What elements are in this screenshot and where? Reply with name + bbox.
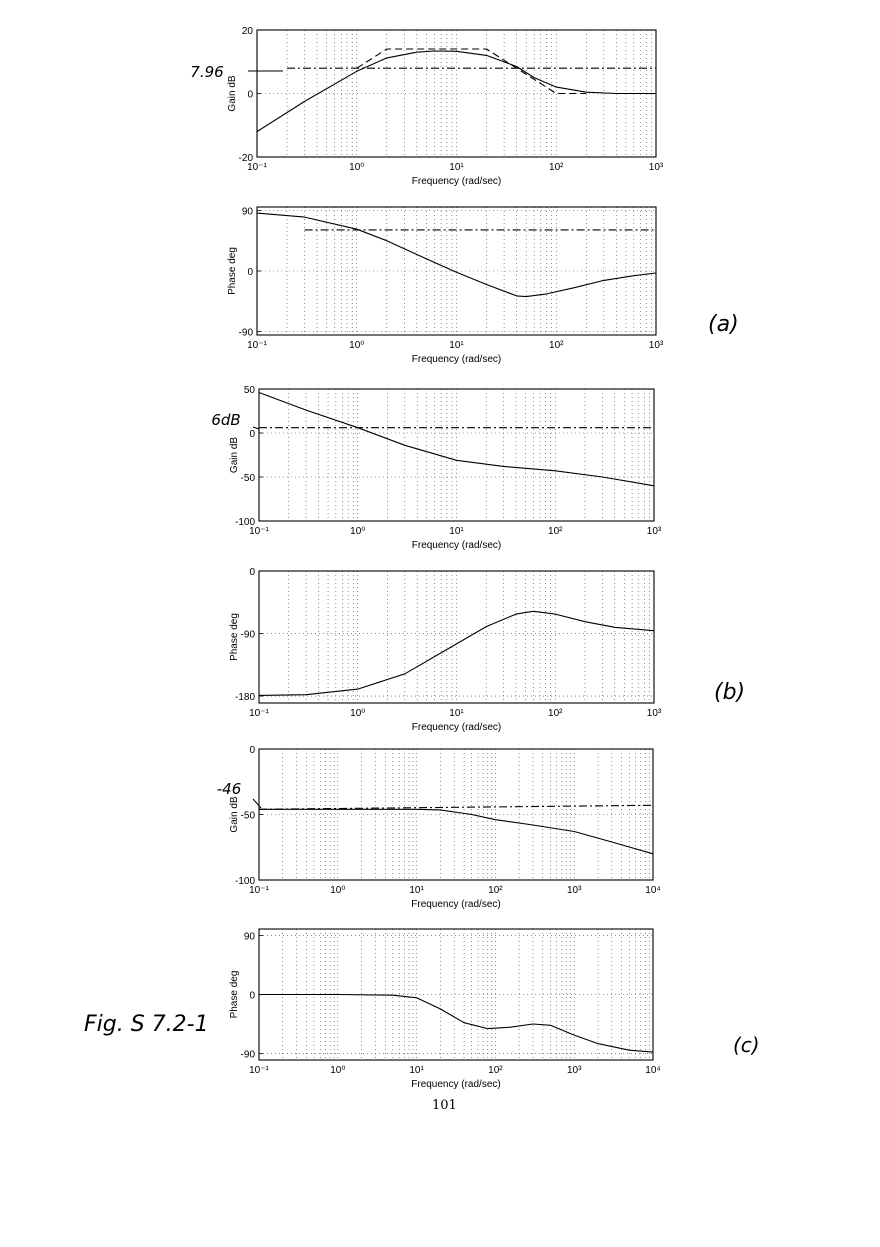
- y-tick-label: -20: [239, 153, 254, 164]
- panel-label-a: (a): [708, 312, 739, 337]
- y-tick-label: -50: [241, 811, 256, 822]
- x-tick-label: 10⁻¹: [249, 526, 269, 537]
- x-tick-label: 10⁰: [349, 162, 364, 173]
- x-tick-label: 10³: [567, 885, 582, 896]
- y-tick-label: -100: [235, 876, 255, 887]
- x-tick-label: 10⁻¹: [249, 1065, 269, 1076]
- x-tick-label: 10³: [647, 526, 662, 537]
- x-axis-label: Frequency (rad/sec): [411, 899, 500, 910]
- x-tick-label: 10¹: [449, 162, 464, 173]
- y-axis-label: Phase deg: [229, 613, 240, 661]
- handwritten-annotation: 6dB: [211, 411, 240, 429]
- y-axis-label: Phase deg: [227, 247, 238, 295]
- x-tick-label: 10⁴: [645, 1065, 660, 1076]
- y-tick-label: 0: [247, 90, 253, 101]
- x-tick-label: 10³: [567, 1065, 582, 1076]
- series-line-solid: [259, 993, 654, 1053]
- series-line-solid: [256, 50, 656, 133]
- x-tick-label: 10²: [548, 526, 563, 537]
- y-tick-label: 0: [249, 429, 255, 440]
- x-tick-label: 10⁰: [350, 526, 365, 537]
- x-tick-label: 10⁻¹: [247, 340, 267, 351]
- x-tick-label: 10¹: [409, 1065, 424, 1076]
- x-tick-label: 10⁰: [350, 708, 365, 719]
- plot-a-gain: -20 0 20 10⁻¹ 10⁰ 10¹ 10² 10³ Frequency (rad/sec…: [190, 26, 664, 187]
- series-line-dashed: [356, 48, 587, 95]
- x-tick-label: 10¹: [409, 885, 424, 896]
- x-tick-label: 10²: [549, 340, 564, 351]
- series-line-dashdot: [258, 804, 654, 810]
- x-tick-label: 10¹: [449, 526, 464, 537]
- y-tick-label: -90: [241, 1049, 256, 1060]
- series-line-solid: [258, 610, 655, 696]
- y-tick-label: -100: [235, 517, 255, 528]
- plot-c-phase: -90 0 90 10⁻¹ 10⁰ 10¹ 10² 10³ 10⁴ Frequency (rad/…: [229, 928, 661, 1090]
- y-tick-label: 90: [242, 206, 254, 217]
- y-tick-label: 50: [244, 385, 256, 396]
- panel-label-c: (c): [733, 1033, 760, 1057]
- handwritten-annotation: 7.96: [190, 63, 223, 81]
- x-tick-label: 10²: [488, 1065, 503, 1076]
- y-tick-label: -180: [235, 692, 255, 703]
- series-line-solid: [256, 212, 657, 298]
- x-tick-label: 10¹: [449, 708, 464, 719]
- y-tick-label: -90: [239, 328, 254, 339]
- x-axis-label: Frequency (rad/sec): [412, 540, 501, 551]
- series-line-solid: [258, 391, 655, 487]
- y-tick-label: 90: [244, 932, 256, 943]
- x-axis-label: Frequency (rad/sec): [412, 354, 501, 365]
- y-axis-label: Gain dB: [229, 796, 240, 832]
- x-tick-label: 10¹: [449, 340, 464, 351]
- x-tick-label: 10²: [488, 885, 503, 896]
- x-tick-label: 10³: [647, 708, 662, 719]
- x-axis-label: Frequency (rad/sec): [412, 176, 501, 187]
- y-tick-label: 20: [242, 26, 254, 37]
- x-tick-label: 10³: [649, 340, 664, 351]
- page-number: 101: [432, 1098, 457, 1113]
- y-tick-label: 0: [249, 991, 255, 1002]
- y-tick-label: 0: [249, 745, 255, 756]
- x-tick-label: 10³: [649, 162, 664, 173]
- y-axis-label: Phase deg: [229, 971, 240, 1019]
- handwritten-annotation: -46: [217, 780, 242, 798]
- x-tick-label: 10⁻¹: [247, 162, 267, 173]
- x-tick-label: 10²: [548, 708, 563, 719]
- y-tick-label: 0: [247, 267, 253, 278]
- plot-c-gain: -100 -50 0 10⁻¹ 10⁰ 10¹ 10² 10³ 10⁴ Frequency (ra…: [217, 745, 661, 910]
- y-tick-label: 0: [249, 567, 255, 578]
- x-tick-label: 10⁻¹: [249, 708, 269, 719]
- x-axis-label: Frequency (rad/sec): [411, 1079, 500, 1090]
- x-tick-label: 10⁴: [645, 885, 660, 896]
- y-tick-label: -90: [241, 630, 256, 641]
- annotation-pointer: [252, 798, 262, 809]
- annotation-pointer: [252, 426, 260, 430]
- x-tick-label: 10⁻¹: [249, 885, 269, 896]
- plot-b-gain: -100 -50 0 50 10⁻¹ 10⁰ 10¹ 10² 10³ Frequency (rad…: [211, 385, 662, 551]
- plot-b-phase: -180 -90 0 10⁻¹ 10⁰ 10¹ 10² 10³ Frequency (rad/s…: [229, 567, 662, 733]
- figure-label: Fig. S 7.2-1: [84, 1012, 209, 1037]
- x-axis-label: Frequency (rad/sec): [412, 722, 501, 733]
- x-tick-label: 10⁰: [330, 885, 345, 896]
- x-tick-label: 10⁰: [330, 1065, 345, 1076]
- panel-label-b: (b): [714, 680, 746, 705]
- series-line-solid: [259, 808, 654, 855]
- x-tick-label: 10²: [549, 162, 564, 173]
- y-tick-label: -50: [241, 473, 256, 484]
- x-tick-label: 10⁰: [349, 340, 364, 351]
- y-axis-label: Gain dB: [229, 437, 240, 473]
- plot-a-phase: -90 0 90 10⁻¹ 10⁰ 10¹ 10² 10³ Frequency (rad/sec…: [227, 206, 664, 365]
- axes-frame: [258, 570, 655, 704]
- axes-frame: [258, 388, 655, 522]
- y-axis-label: Gain dB: [227, 75, 238, 111]
